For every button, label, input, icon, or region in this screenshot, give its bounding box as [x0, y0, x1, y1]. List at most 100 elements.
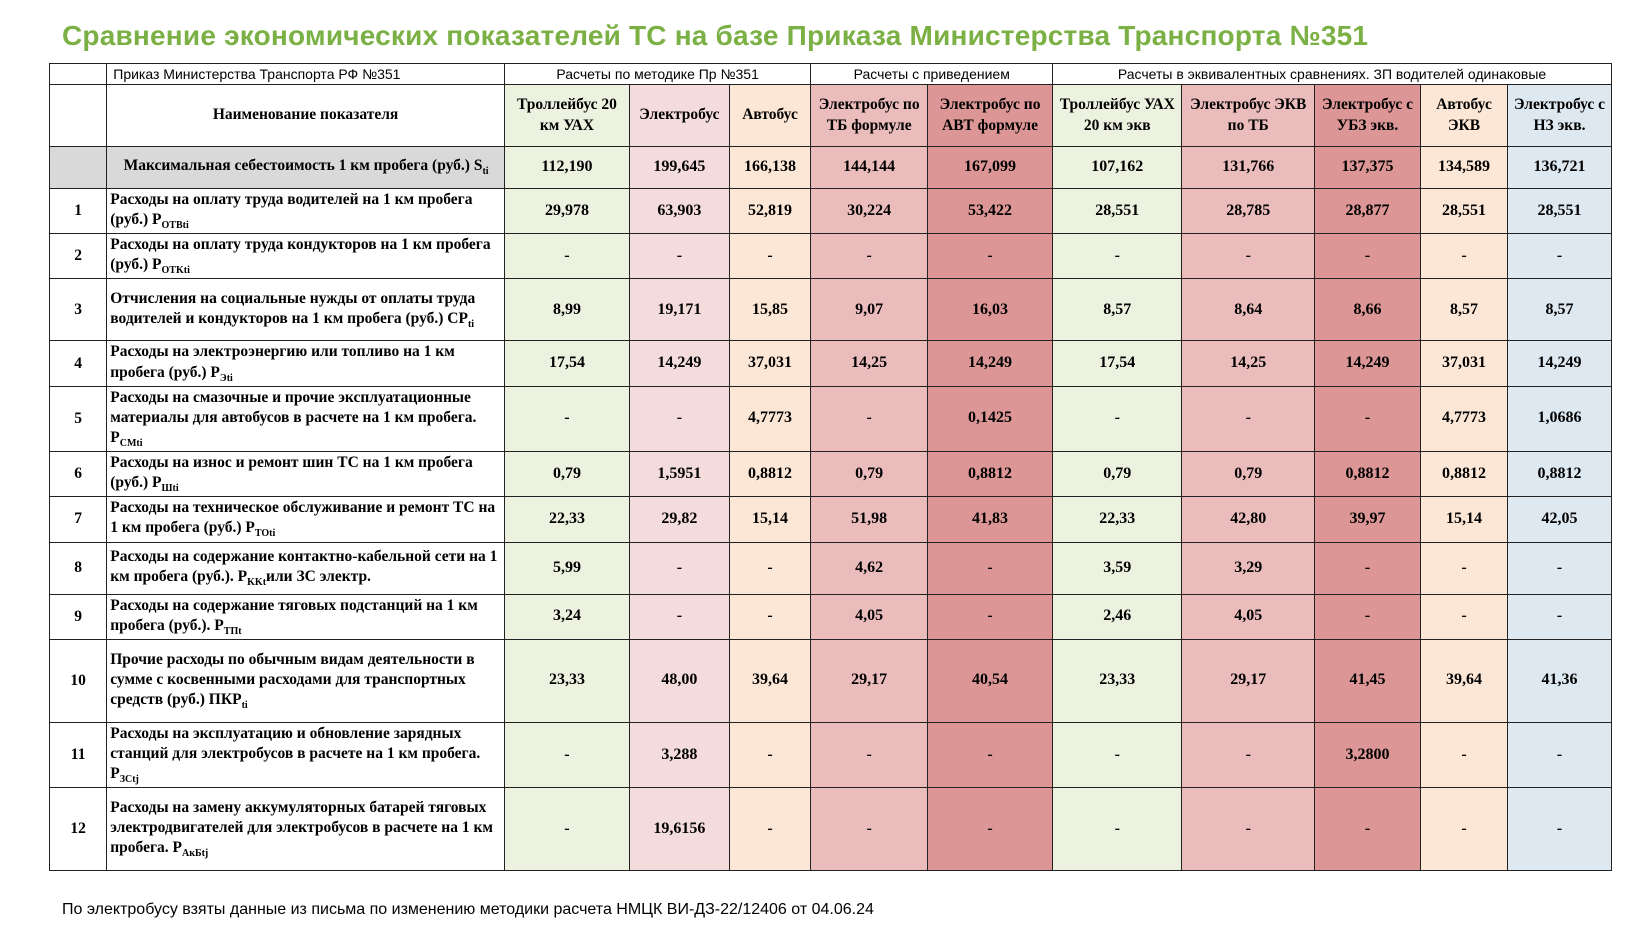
value-cell: 0,8812 — [728, 451, 812, 498]
value-cell: - — [1506, 233, 1613, 280]
value-cell: 28,551 — [1420, 187, 1508, 235]
value-cell: 137,375 — [1314, 146, 1422, 189]
value-cell: 8,57 — [1506, 278, 1613, 342]
value-cell: 0,79 — [1181, 451, 1316, 498]
value-cell: - — [728, 721, 812, 789]
value-cell: - — [503, 721, 631, 789]
row-name: Максимальная себестоимость 1 км пробега … — [106, 146, 505, 189]
row-name-subscript: ti — [467, 319, 475, 331]
value-cell: 112,190 — [503, 146, 631, 189]
value-cell: 4,7773 — [728, 385, 812, 453]
value-cell: 1,0686 — [1506, 385, 1613, 453]
value-cell: 3,24 — [503, 593, 631, 640]
value-cell: 29,17 — [810, 638, 928, 723]
footer-note: По электробусу взяты данные из письма по… — [62, 901, 874, 918]
row-index: 9 — [48, 593, 108, 640]
row-name: Отчисления на социальные нужды от оплаты… — [106, 278, 505, 342]
value-cell: 199,645 — [629, 146, 730, 189]
value-cell: 0,79 — [1052, 451, 1183, 498]
value-cell: 3,2800 — [1314, 721, 1422, 789]
comparison-table: Приказ Министерства Транспорта РФ №351 Р… — [48, 63, 1613, 872]
value-cell: 4,05 — [810, 593, 928, 640]
table-row: 6 Расходы на износ и ремонт шин ТС на 1 к… — [48, 451, 1613, 498]
value-cell: - — [1314, 233, 1422, 280]
value-cell: - — [1420, 233, 1508, 280]
row-name-subscript: АкБtj — [181, 848, 209, 860]
header-index-cell — [48, 84, 108, 147]
row-name-text: Расходы на оплату труда кондукторов на 1… — [110, 236, 491, 274]
row-index: 7 — [48, 496, 108, 543]
value-cell: 23,33 — [1052, 638, 1183, 723]
row-name-text: Максимальная себестоимость 1 км пробега … — [123, 157, 483, 175]
row-name: Расходы на содержание контактно-кабельно… — [106, 541, 505, 595]
value-cell: 3,288 — [629, 721, 730, 789]
value-cell: - — [1420, 721, 1508, 789]
value-cell: - — [728, 541, 812, 595]
value-cell: 0,79 — [503, 451, 631, 498]
group-reduced-label: Расчеты с приведением — [810, 63, 1054, 85]
row-name: Расходы на эксплуатацию и обновление зар… — [106, 721, 505, 789]
value-cell: - — [629, 385, 730, 453]
value-cell: 14,25 — [1181, 340, 1316, 387]
value-cell: 41,36 — [1506, 638, 1613, 723]
value-cell: - — [810, 385, 928, 453]
value-cell: 14,25 — [810, 340, 928, 387]
value-cell: - — [1506, 721, 1613, 789]
value-cell: - — [1506, 593, 1613, 640]
value-cell: - — [1314, 385, 1422, 453]
row-name: Расходы на оплату труда водителей на 1 к… — [106, 187, 505, 235]
value-cell: 0,8812 — [1420, 451, 1508, 498]
group-method-label: Расчеты по методике Пр №351 — [503, 63, 812, 85]
table-row: 3 Отчисления на социальные нужды от оплат… — [48, 278, 1613, 342]
value-cell: 28,551 — [1052, 187, 1183, 235]
value-cell: 42,05 — [1506, 496, 1613, 543]
value-cell: 42,80 — [1181, 496, 1316, 543]
value-cell: 39,64 — [728, 638, 812, 723]
value-cell: - — [728, 233, 812, 280]
value-cell: 134,589 — [1420, 146, 1508, 189]
row-name-text: Расходы на смазочные и прочие эксплуатац… — [110, 388, 477, 446]
row-index: 4 — [48, 340, 108, 387]
row-index: 1 — [48, 187, 108, 235]
value-cell: 1,5951 — [629, 451, 730, 498]
table-row: 7 Расходы на техническое обслуживание и р… — [48, 496, 1613, 543]
value-cell: - — [629, 541, 730, 595]
value-cell: 29,82 — [629, 496, 730, 543]
value-cell: 4,05 — [1181, 593, 1316, 640]
row-index: 3 — [48, 278, 108, 342]
group-equiv-label: Расчеты в эквивалентных сравнениях. ЗП в… — [1052, 63, 1612, 85]
table-row: 11 Расходы на эксплуатацию и обновление з… — [48, 721, 1613, 789]
row-name-subscript: ti — [482, 166, 489, 178]
header-col-trolleybus: Троллейбус 20 км УАХ — [503, 84, 631, 147]
group-order-label: Приказ Министерства Транспорта РФ №351 — [106, 63, 505, 85]
value-cell: 3,29 — [1181, 541, 1316, 595]
row-index: 8 — [48, 541, 108, 595]
row-name-subscript: ЗCtj — [119, 774, 139, 786]
value-cell: 8,99 — [503, 278, 631, 342]
value-cell: - — [503, 787, 631, 872]
row-name-text: Расходы на оплату труда водителей на 1 к… — [110, 191, 473, 229]
value-cell: - — [926, 787, 1054, 872]
value-cell: 19,171 — [629, 278, 730, 342]
value-cell: - — [926, 721, 1054, 789]
row-name: Прочие расходы по обычным видам деятельн… — [106, 638, 505, 723]
value-cell: 39,97 — [1314, 496, 1422, 543]
table-row: 1 Расходы на оплату труда водителей на 1 … — [48, 187, 1613, 235]
value-cell: 0,1425 — [926, 385, 1054, 453]
row-name-text: Расходы на содержание контактно-кабельно… — [110, 547, 498, 586]
value-cell: 16,03 — [926, 278, 1054, 342]
value-cell: 51,98 — [810, 496, 928, 543]
value-cell: - — [1181, 233, 1316, 280]
value-cell: 29,17 — [1181, 638, 1316, 723]
row-index: 10 — [48, 638, 108, 723]
row-name-extra: или ЗС электр. — [266, 568, 371, 586]
row-name-text: Расходы на техническое обслуживание и ре… — [110, 499, 496, 537]
value-cell: - — [1052, 385, 1183, 453]
row-name-text: Расходы на электроэнергию или топливо на… — [110, 343, 455, 381]
row-name-text: Расходы на содержание тяговых подстанций… — [110, 596, 478, 634]
row-index: 12 — [48, 787, 108, 872]
value-cell: - — [1506, 541, 1613, 595]
value-cell: 30,224 — [810, 187, 928, 235]
value-cell: 2,46 — [1052, 593, 1183, 640]
row-name-text: Расходы на износ и ремонт шин ТС на 1 км… — [110, 454, 473, 492]
